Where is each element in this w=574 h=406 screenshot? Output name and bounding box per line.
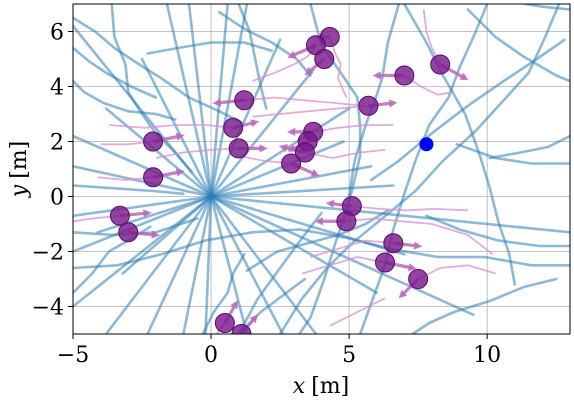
trajectory-line [140,57,213,198]
trajectory-layer [73,4,570,334]
y-tick-label: −4 [32,296,64,321]
trajectory-line [237,211,323,334]
agent-history-line [301,256,386,275]
y-tick-label: 4 [50,76,64,101]
agent-marker [408,269,429,289]
agent-history-line [310,239,394,258]
agent-history-line [313,124,394,133]
trajectory-line [425,214,570,248]
x-tick-label: 10 [473,343,501,368]
trajectory-line [209,165,373,198]
trajectory-line [524,4,570,11]
trajectory-line [110,4,193,174]
trajectory-line [96,195,213,234]
trajectory-line [104,107,213,198]
trajectory-line [73,184,185,196]
trajectory-line [298,4,362,334]
trajectory-line [209,107,351,198]
y-axis-label: y[m] [7,141,32,198]
trajectory-line [209,195,379,295]
y-tick-label: 0 [50,186,64,211]
trajectory-line [411,277,558,334]
trajectory-line [201,253,246,334]
trajectory-line [209,195,285,334]
agent-history-line [108,124,234,129]
agent-marker [109,205,130,226]
agent-marker [214,313,235,333]
trajectory-line [278,4,561,334]
agent-marker [336,211,357,232]
trajectory-line [209,68,315,198]
agent-history-layer [73,9,496,334]
agent-marker [430,54,451,75]
agent-history-line [417,264,496,280]
y-axis-ticks: −4 −2 0 2 4 6 [32,21,73,321]
trajectory-line [182,195,213,334]
trajectory-line [204,195,213,334]
trajectory-line [209,195,570,234]
agent-marker [118,222,139,243]
y-tick-label: 2 [50,131,64,156]
agent-marker [231,324,252,334]
robot-marker [419,137,434,152]
x-tick-label: −5 [57,343,89,368]
agent-marker [228,138,249,159]
trajectory-line [209,195,475,317]
y-tick-label: 6 [50,21,64,46]
trajectory-line [73,195,213,253]
trajectory-line [73,46,158,99]
agent-marker [234,90,255,111]
x-axis-label: x [m] [293,374,349,399]
agent-history-line [351,205,468,212]
trajectory-line [455,143,570,165]
trajectory-line [237,4,268,110]
trajectory-line [369,38,566,182]
x-tick-label: 0 [204,343,218,368]
agent-history-line [155,147,239,159]
agent-history-line [252,104,369,118]
agent-history-line [328,36,348,98]
trajectory-line [245,209,390,273]
agent-history-line [346,217,494,256]
trajectory-line [209,195,249,334]
agent-marker [358,95,379,116]
trajectory-line [187,4,213,198]
agent-marker [294,142,315,163]
trajectory-line [146,195,213,334]
agent-marker [223,117,244,138]
agent-marker [143,131,164,152]
agent-marker [314,49,335,69]
trajectory-line [209,140,345,198]
trajectory-line [358,4,489,334]
agent-marker [143,167,164,188]
agent-marker [394,65,415,86]
plot-content [73,4,570,334]
trajectory-line [73,16,243,124]
robot-layer [419,137,434,152]
trajectory-line [218,10,312,77]
trajectory-line [209,38,282,198]
agent-marker [375,252,396,273]
trajectory-line [73,79,177,121]
trajectory-line [209,195,318,334]
agent-history-line [304,148,386,159]
trajectory-line [73,134,213,198]
trajectory-line [488,134,570,160]
trajectory-line [73,165,213,198]
x-axis-ticks: −5 0 5 10 [57,334,501,368]
agent-history-line [244,96,363,107]
y-tick-label: −2 [32,241,64,266]
agent-marker [281,153,302,174]
trajectory-line [165,4,213,198]
trajectory-line [466,8,570,83]
trajectory-line [209,184,395,198]
agent-history-line [329,297,386,327]
agent-layer [109,27,451,334]
plot-frame [72,3,571,335]
trajectory-line [73,228,570,270]
trajectory-line [73,195,213,218]
x-tick-label: 5 [342,343,356,368]
agent-marker [383,233,404,254]
